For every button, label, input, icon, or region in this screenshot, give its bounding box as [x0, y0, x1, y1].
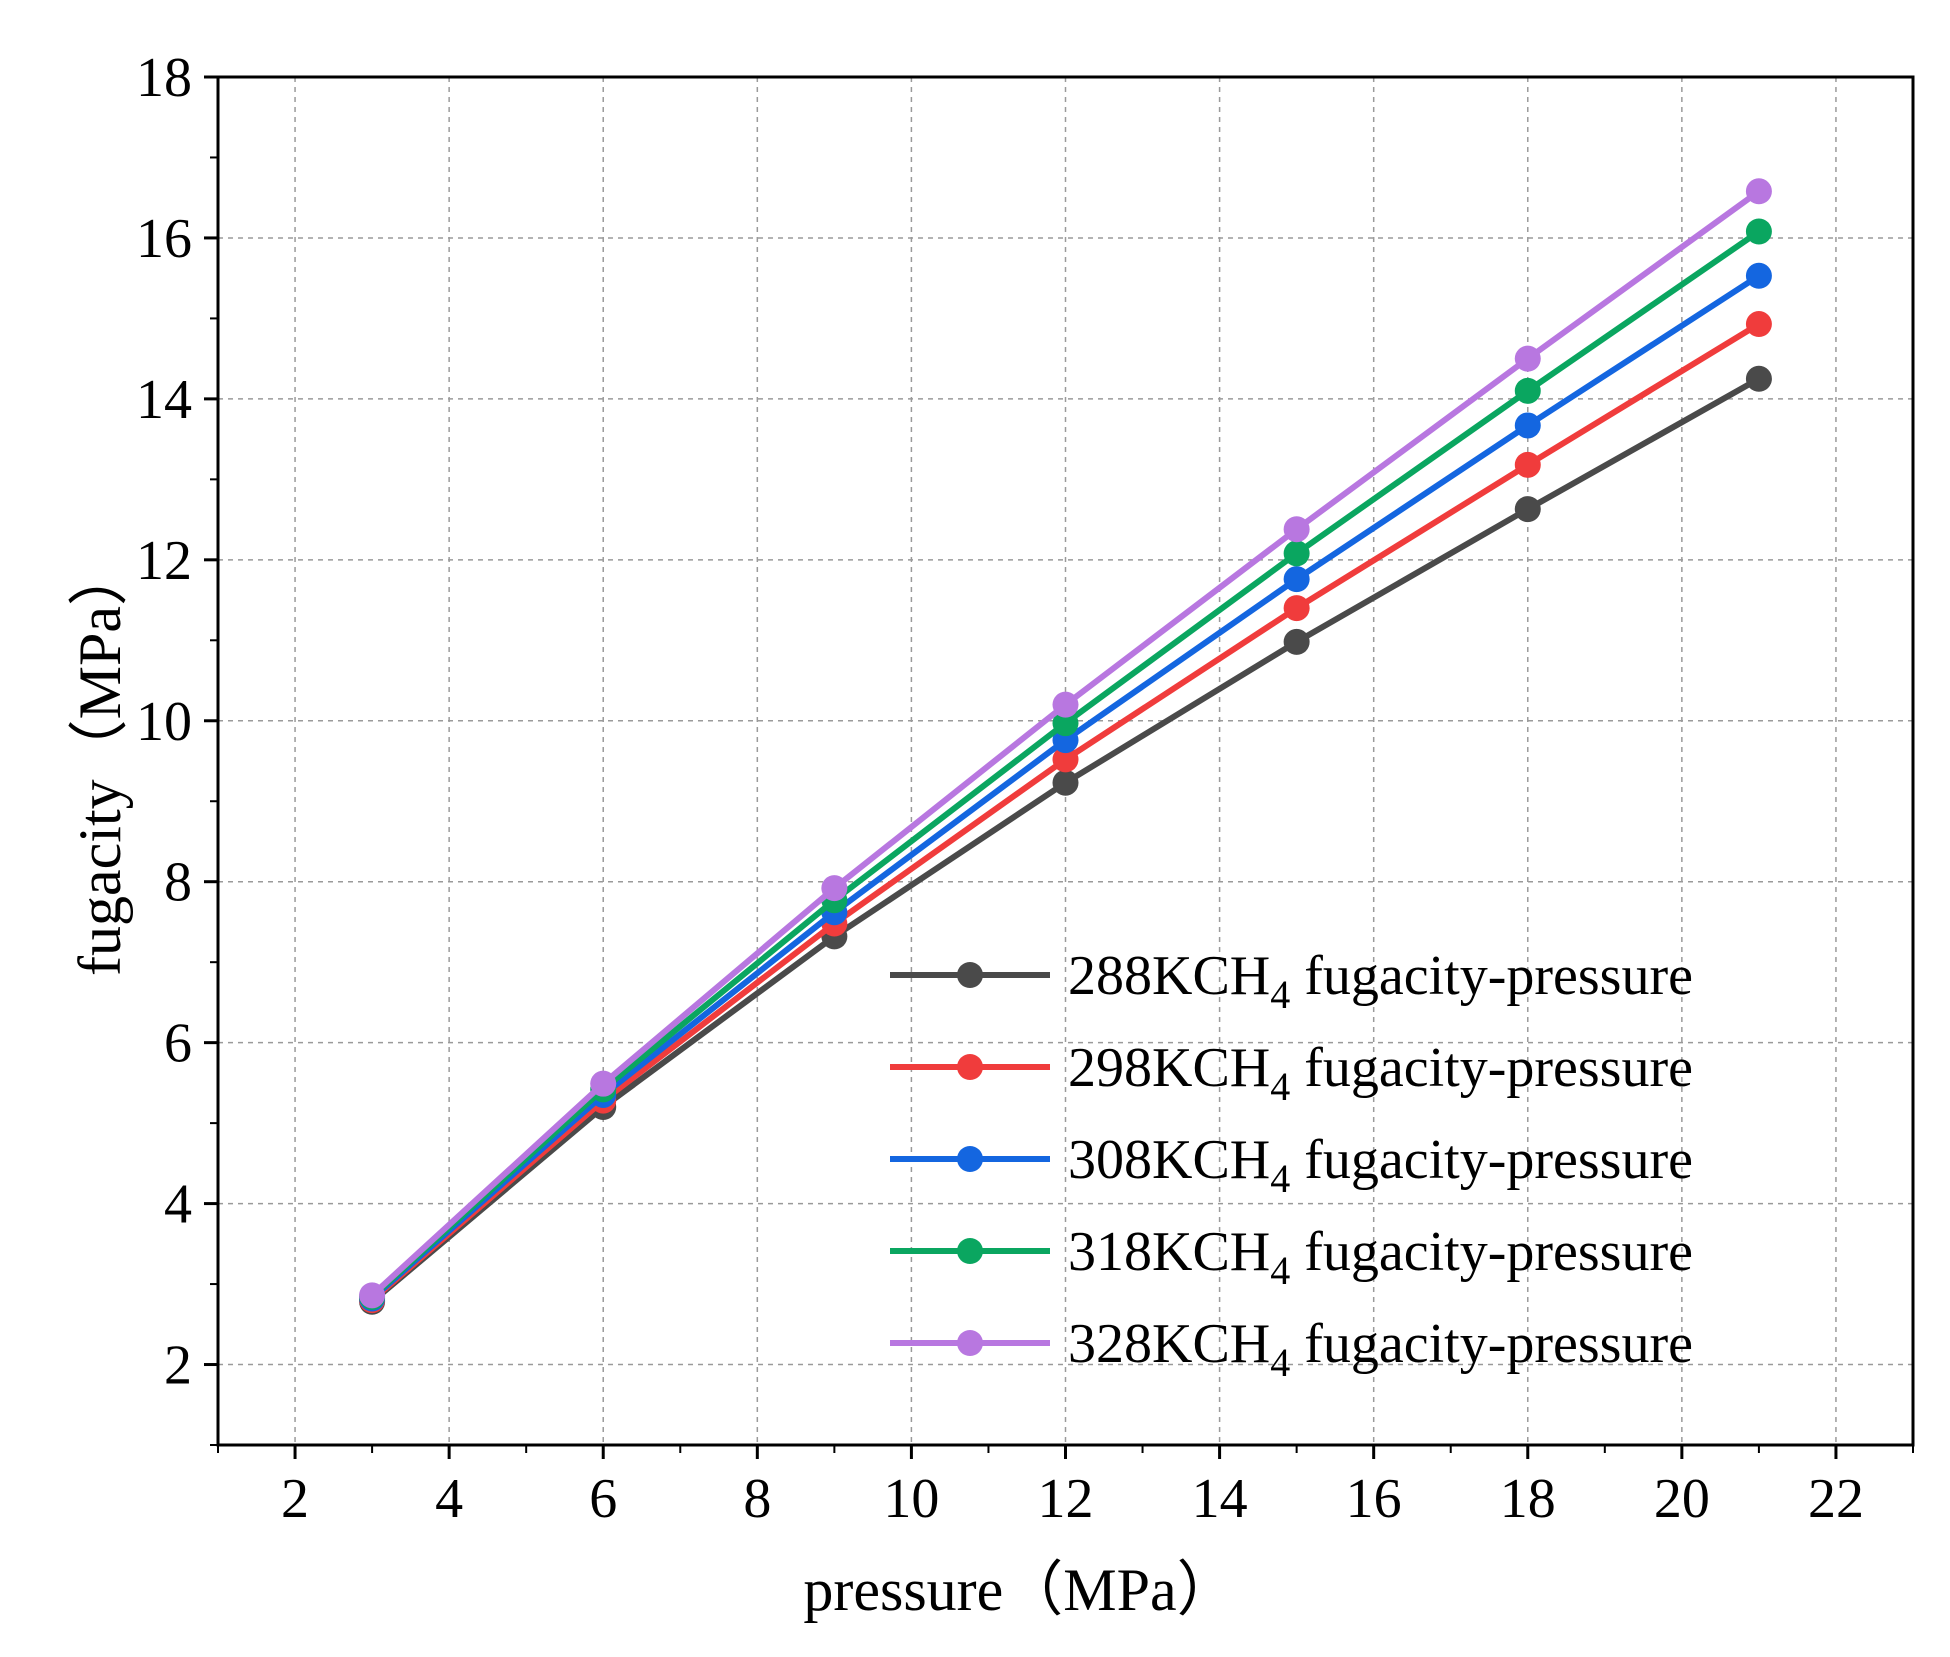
data-point [1052, 710, 1079, 737]
legend-label: 298KCH4 fugacity-pressure [1068, 1037, 1693, 1109]
legend-label-tail: fugacity-pressure [1290, 1129, 1693, 1191]
legend-item: 318KCH4 fugacity-pressure [890, 1221, 1693, 1293]
data-point [1514, 377, 1541, 404]
legend-label: 288KCH4 fugacity-pressure [1068, 945, 1693, 1017]
legend-label-subscript: 4 [1270, 972, 1290, 1017]
x-tick-labels: 2 4 6 8 10 12 14 16 18 20 22 [281, 1468, 1864, 1530]
data-point [590, 1070, 617, 1097]
y-tick-labels: 2 4 6 8 10 12 14 16 18 [136, 47, 192, 1397]
x-axis-title: pressure（MPa） [803, 1557, 1236, 1623]
data-point [1514, 412, 1541, 439]
y-tick-label: 2 [164, 1335, 192, 1397]
data-point [1514, 496, 1541, 523]
legend-item: 288KCH4 fugacity-pressure [890, 945, 1693, 1017]
legend-item: 328KCH4 fugacity-pressure [890, 1313, 1693, 1385]
data-point [821, 875, 848, 902]
legend-item: 308KCH4 fugacity-pressure [890, 1129, 1693, 1201]
data-point [1514, 451, 1541, 478]
data-point [1052, 746, 1079, 773]
legend-marker [957, 1330, 983, 1356]
data-point [359, 1282, 386, 1309]
legend-marker [957, 1054, 983, 1080]
series-layer [359, 178, 1772, 1315]
legend-label-subscript: 4 [1270, 1340, 1290, 1385]
data-point [1283, 566, 1310, 593]
axis-ticks [204, 75, 1914, 1459]
data-point [1745, 365, 1772, 392]
legend-label-tail: fugacity-pressure [1290, 1313, 1693, 1375]
y-tick-label: 16 [136, 208, 192, 270]
y-tick-label: 10 [136, 691, 192, 753]
legend-label-main: 288KCH [1068, 945, 1270, 1007]
y-tick-label: 4 [164, 1174, 192, 1236]
y-tick-label: 8 [164, 852, 192, 914]
data-point [1283, 628, 1310, 655]
legend-label-main: 318KCH [1068, 1221, 1270, 1283]
legend-label-subscript: 4 [1270, 1156, 1290, 1201]
data-point [1745, 311, 1772, 338]
x-tick-label: 10 [883, 1468, 939, 1530]
y-tick-label: 18 [136, 47, 192, 109]
legend-marker [957, 1238, 983, 1264]
legend-label-subscript: 4 [1270, 1248, 1290, 1293]
x-tick-label: 6 [589, 1468, 617, 1530]
legend-label-subscript: 4 [1270, 1064, 1290, 1109]
x-tick-label: 18 [1500, 1468, 1556, 1530]
x-tick-label: 16 [1346, 1468, 1402, 1530]
data-point [1514, 345, 1541, 372]
legend-label: 318KCH4 fugacity-pressure [1068, 1221, 1693, 1293]
legend-marker [957, 1146, 983, 1172]
data-point [1283, 540, 1310, 567]
data-point [1745, 218, 1772, 245]
legend-item: 298KCH4 fugacity-pressure [890, 1037, 1693, 1109]
y-axis-title: fugacity（MPa） [67, 546, 133, 976]
legend-label-tail: fugacity-pressure [1290, 945, 1693, 1007]
x-tick-label: 14 [1192, 1468, 1248, 1530]
series-4 [359, 178, 1772, 1309]
y-tick-label: 12 [136, 530, 192, 592]
data-point [1745, 262, 1772, 289]
legend-label-main: 298KCH [1068, 1037, 1270, 1099]
legend-label: 328KCH4 fugacity-pressure [1068, 1313, 1693, 1385]
legend-label-tail: fugacity-pressure [1290, 1221, 1693, 1283]
y-tick-label: 6 [164, 1013, 192, 1075]
y-tick-label: 14 [136, 369, 192, 431]
data-point [1745, 178, 1772, 205]
x-tick-label: 2 [281, 1468, 309, 1530]
legend-label-main: 308KCH [1068, 1129, 1270, 1191]
legend-marker [957, 962, 983, 988]
x-tick-label: 22 [1808, 1468, 1864, 1530]
data-point [1052, 691, 1079, 718]
data-point [1283, 516, 1310, 543]
data-point [1283, 595, 1310, 622]
x-tick-label: 12 [1038, 1468, 1094, 1530]
legend-label-tail: fugacity-pressure [1290, 1037, 1693, 1099]
legend-label: 308KCH4 fugacity-pressure [1068, 1129, 1693, 1201]
legend-label-main: 328KCH [1068, 1313, 1270, 1375]
x-tick-label: 20 [1654, 1468, 1710, 1530]
data-point [1052, 769, 1079, 796]
x-tick-label: 4 [435, 1468, 463, 1530]
x-tick-label: 8 [743, 1468, 771, 1530]
